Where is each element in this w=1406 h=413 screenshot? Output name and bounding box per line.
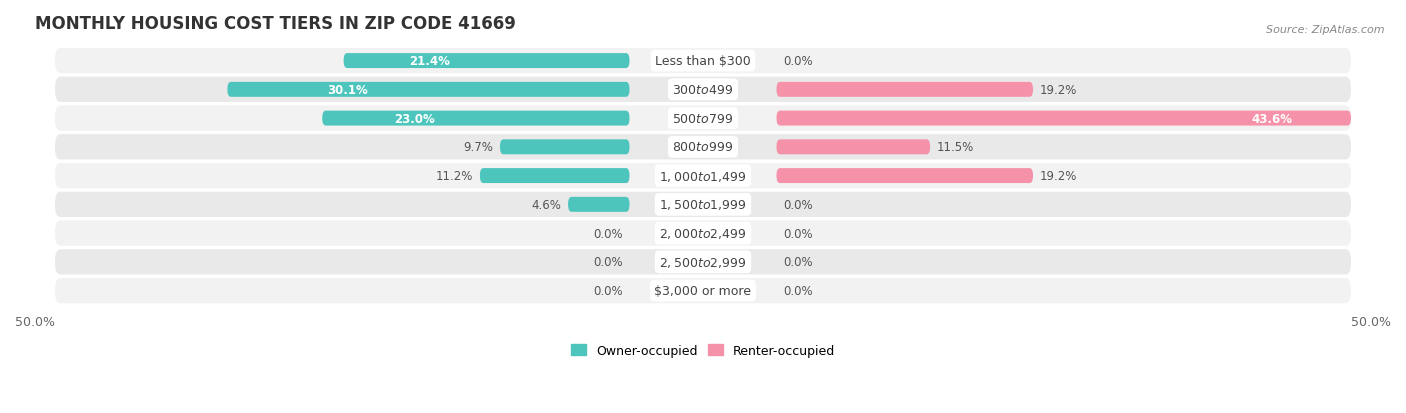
Text: 4.6%: 4.6% [531, 198, 561, 211]
FancyBboxPatch shape [568, 197, 630, 212]
FancyBboxPatch shape [228, 83, 630, 97]
Text: $2,500 to $2,999: $2,500 to $2,999 [659, 255, 747, 269]
FancyBboxPatch shape [55, 106, 1351, 131]
Text: 0.0%: 0.0% [593, 227, 623, 240]
Text: 30.1%: 30.1% [328, 83, 368, 97]
FancyBboxPatch shape [776, 83, 1033, 97]
FancyBboxPatch shape [776, 112, 1351, 126]
Legend: Owner-occupied, Renter-occupied: Owner-occupied, Renter-occupied [567, 339, 839, 362]
Text: 19.2%: 19.2% [1039, 170, 1077, 183]
Text: $2,000 to $2,499: $2,000 to $2,499 [659, 227, 747, 240]
FancyBboxPatch shape [55, 192, 1351, 218]
Text: $3,000 or more: $3,000 or more [655, 285, 751, 297]
Text: 0.0%: 0.0% [783, 227, 813, 240]
FancyBboxPatch shape [55, 278, 1351, 304]
FancyBboxPatch shape [55, 78, 1351, 103]
FancyBboxPatch shape [343, 54, 630, 69]
Text: 0.0%: 0.0% [593, 256, 623, 269]
Text: 43.6%: 43.6% [1251, 112, 1292, 125]
Text: $800 to $999: $800 to $999 [672, 141, 734, 154]
FancyBboxPatch shape [776, 169, 1033, 184]
Text: MONTHLY HOUSING COST TIERS IN ZIP CODE 41669: MONTHLY HOUSING COST TIERS IN ZIP CODE 4… [35, 15, 516, 33]
Text: 0.0%: 0.0% [783, 198, 813, 211]
FancyBboxPatch shape [501, 140, 630, 155]
Text: Source: ZipAtlas.com: Source: ZipAtlas.com [1267, 25, 1385, 35]
FancyBboxPatch shape [776, 140, 931, 155]
FancyBboxPatch shape [55, 49, 1351, 74]
Text: 21.4%: 21.4% [409, 55, 450, 68]
Text: 11.2%: 11.2% [436, 170, 474, 183]
FancyBboxPatch shape [55, 135, 1351, 160]
Text: 11.5%: 11.5% [936, 141, 974, 154]
FancyBboxPatch shape [322, 112, 630, 126]
Text: $500 to $799: $500 to $799 [672, 112, 734, 125]
FancyBboxPatch shape [55, 164, 1351, 189]
FancyBboxPatch shape [55, 221, 1351, 246]
Text: 0.0%: 0.0% [593, 285, 623, 297]
Text: $1,500 to $1,999: $1,500 to $1,999 [659, 198, 747, 212]
Text: $1,000 to $1,499: $1,000 to $1,499 [659, 169, 747, 183]
Text: 0.0%: 0.0% [783, 55, 813, 68]
Text: 0.0%: 0.0% [783, 256, 813, 269]
Text: 9.7%: 9.7% [464, 141, 494, 154]
FancyBboxPatch shape [55, 249, 1351, 275]
Text: 0.0%: 0.0% [783, 285, 813, 297]
FancyBboxPatch shape [479, 169, 630, 184]
Text: 23.0%: 23.0% [394, 112, 434, 125]
Text: $300 to $499: $300 to $499 [672, 83, 734, 97]
Text: Less than $300: Less than $300 [655, 55, 751, 68]
Text: 19.2%: 19.2% [1039, 83, 1077, 97]
